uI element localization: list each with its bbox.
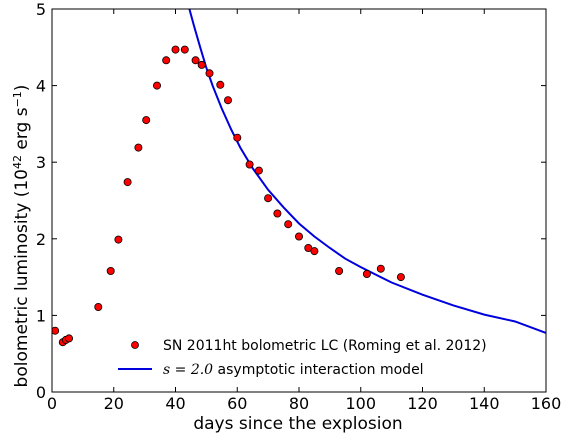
data-point [142, 116, 151, 125]
x-axis-ticks: 0 20 40 60 80 100 120 140 160 [47, 9, 561, 413]
data-point [171, 45, 180, 54]
data-point [191, 56, 200, 65]
data-point [216, 80, 225, 89]
y-tick-label: 4 [36, 77, 46, 96]
data-point [114, 235, 123, 244]
data-point [335, 266, 344, 275]
y-axis-label-exponent-2: −1 [11, 91, 24, 107]
x-tick-label: 40 [165, 394, 185, 413]
data-point [310, 247, 319, 256]
y-axis-label-unit: erg s [12, 107, 32, 155]
legend-marker-sn2011ht [131, 341, 139, 349]
legend-label-model-equals: = [170, 362, 191, 378]
x-tick-label: 20 [104, 394, 124, 413]
data-point [396, 273, 405, 282]
y-tick-label: 3 [36, 153, 46, 172]
y-tick-label: 1 [36, 306, 46, 325]
data-point [106, 266, 115, 275]
x-tick-label: 0 [47, 394, 57, 413]
legend-label-model-number: 2.0 [190, 362, 213, 378]
y-axis-ticks: 0 1 2 3 4 5 [36, 0, 546, 402]
data-point [123, 178, 132, 187]
data-point [180, 45, 189, 54]
data-point [65, 334, 74, 343]
data-point [264, 194, 273, 203]
data-point [362, 269, 371, 278]
y-tick-label: 0 [36, 383, 46, 402]
data-point [94, 302, 103, 311]
x-tick-label: 120 [407, 394, 438, 413]
data-point [223, 96, 232, 105]
y-tick-label: 2 [36, 230, 46, 249]
y-axis-label-main: bolometric luminosity (10 [12, 169, 32, 387]
data-point [152, 81, 161, 90]
data-point [162, 56, 171, 65]
data-point [134, 143, 143, 152]
data-point [197, 60, 206, 69]
legend-label-sn2011ht: SN 2011ht bolometric LC (Roming et al. 2… [163, 338, 487, 354]
x-axis-label: days since the explosion [193, 414, 402, 434]
x-tick-label: 100 [345, 394, 376, 413]
data-point [205, 69, 214, 78]
data-point [233, 133, 242, 142]
data-point [254, 166, 263, 175]
y-axis-label-close: ) [12, 85, 32, 92]
legend-label-model: s = 2.0 asymptotic interaction model [163, 362, 424, 378]
y-axis-label-exponent-1: 42 [11, 155, 24, 169]
x-tick-label: 160 [531, 394, 562, 413]
legend-label-model-symbol: s [163, 362, 170, 378]
data-point [273, 209, 282, 218]
x-tick-label: 140 [469, 394, 500, 413]
legend: SN 2011ht bolometric LC (Roming et al. 2… [118, 338, 487, 378]
x-tick-label: 80 [289, 394, 309, 413]
legend-label-model-text: asymptotic interaction model [213, 362, 423, 378]
y-tick-label: 5 [36, 0, 46, 19]
x-tick-label: 60 [227, 394, 247, 413]
data-point [376, 264, 385, 273]
plot-content [52, 9, 546, 347]
data-point [245, 160, 254, 169]
y-axis-label: bolometric luminosity (1042 erg s−1) [11, 85, 33, 388]
data-point [294, 232, 303, 241]
data-point [52, 326, 60, 335]
data-point [284, 220, 293, 229]
